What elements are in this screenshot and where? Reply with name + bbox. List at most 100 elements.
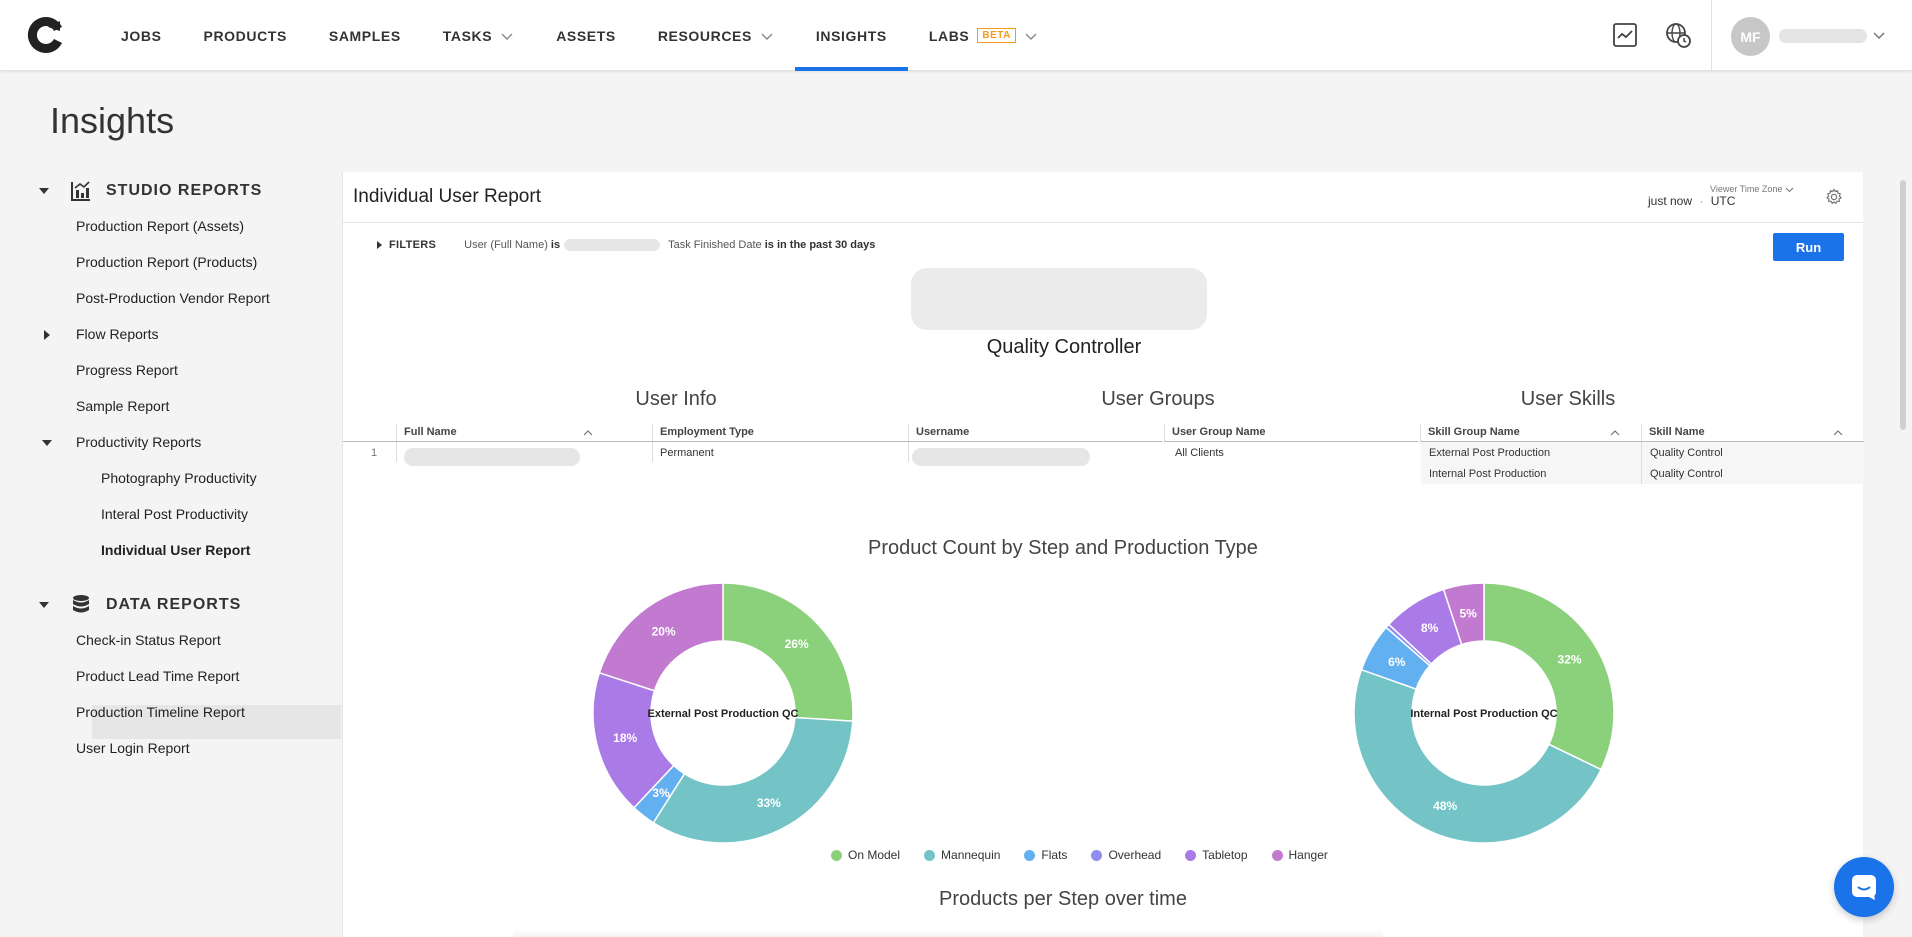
- donut-slice-hanger[interactable]: [1442, 582, 1485, 646]
- username-redacted: [912, 448, 1090, 466]
- sidebar-item-production-timeline[interactable]: Production Timeline Report: [76, 704, 245, 720]
- slice-label: 8%: [1421, 621, 1439, 635]
- nav-item-jobs[interactable]: JOBS: [100, 0, 183, 71]
- sidebar-item-photography-productivity[interactable]: Photography Productivity: [101, 470, 257, 486]
- col-header-employment-type[interactable]: Employment Type: [652, 424, 908, 441]
- filter-date-field: Task Finished Date: [668, 239, 762, 251]
- col-header-username[interactable]: Username: [908, 424, 1164, 441]
- user-avatar[interactable]: MF: [1731, 17, 1770, 56]
- report-panel: Individual User Report Viewer Time Zone …: [342, 172, 1864, 937]
- chevron-down-icon: [1786, 187, 1794, 192]
- top-divider: [1711, 0, 1712, 71]
- legend-item-mannequin[interactable]: Mannequin: [924, 848, 1000, 862]
- filters-toggle[interactable]: FILTERS: [389, 239, 437, 251]
- nav-item-insights[interactable]: INSIGHTS: [794, 0, 908, 71]
- employment-type-cell: Permanent: [660, 447, 714, 459]
- chevron-down-icon: [1025, 33, 1037, 40]
- run-button[interactable]: Run: [1773, 233, 1844, 261]
- caret-down-icon[interactable]: [38, 185, 50, 197]
- legend-item-on-model[interactable]: On Model: [831, 848, 900, 862]
- sidebar-item-progress-report[interactable]: Progress Report: [76, 362, 178, 378]
- user-info-title: User Info: [635, 388, 717, 410]
- caret-right-icon[interactable]: [41, 329, 53, 341]
- sidebar-item-flow-reports[interactable]: Flow Reports: [44, 326, 158, 342]
- legend-swatch: [1024, 849, 1036, 861]
- user-groups-header-line: [1164, 441, 1418, 442]
- caret-down-icon[interactable]: [41, 437, 53, 449]
- legend-label: On Model: [848, 848, 901, 862]
- chat-button[interactable]: [1834, 857, 1894, 917]
- nav-item-products[interactable]: PRODUCTS: [183, 0, 308, 71]
- nav-item-label: LABS: [928, 27, 970, 44]
- sidebar-item-production-report-assets[interactable]: Production Report (Assets): [76, 218, 245, 234]
- nav-item-label: PRODUCTS: [203, 27, 287, 44]
- nav-item-labs[interactable]: LABS BETA: [908, 0, 1059, 71]
- sidebar-section-data-reports[interactable]: DATA REPORTS: [38, 594, 241, 616]
- caret-right-icon[interactable]: [375, 241, 383, 249]
- nav-item-resources[interactable]: RESOURCES: [637, 0, 795, 71]
- sidebar-item-product-lead-time[interactable]: Product Lead Time Report: [76, 668, 240, 684]
- user-skills-header-line: [1420, 441, 1864, 442]
- sidebar-active-highlight: [92, 705, 341, 739]
- donut-slice-mannequin[interactable]: [1353, 668, 1603, 844]
- sidebar-item-production-report-products[interactable]: Production Report (Products): [76, 254, 258, 270]
- chart2-placeholder: [513, 930, 1383, 937]
- nav-item-assets[interactable]: ASSETS: [535, 0, 637, 71]
- chevron-down-icon[interactable]: [1872, 28, 1886, 42]
- row-number: 1: [371, 447, 378, 459]
- col-header-skill-name[interactable]: Skill Name: [1641, 424, 1864, 441]
- sort-asc-icon[interactable]: [583, 428, 593, 438]
- legend-swatch: [1185, 849, 1197, 861]
- nav-item-samples[interactable]: SAMPLES: [308, 0, 422, 71]
- timezone-selector[interactable]: Viewer Time Zone: [1710, 184, 1794, 194]
- donut-slice-mannequin[interactable]: [652, 716, 854, 844]
- slice-label: 32%: [1558, 652, 1582, 666]
- sidebar-item-interal-post-productivity[interactable]: Interal Post Productivity: [101, 506, 249, 522]
- sort-asc-icon[interactable]: [1833, 428, 1843, 438]
- sidebar-item-check-in-status[interactable]: Check-in Status Report: [76, 632, 221, 648]
- col-header-full-name[interactable]: Full Name: [396, 424, 599, 441]
- slice-label: 3%: [652, 786, 670, 800]
- gear-icon[interactable]: [1825, 188, 1843, 206]
- user-name-redacted[interactable]: [1779, 29, 1867, 43]
- donut-center-label: Internal Post Production QC: [1410, 708, 1557, 720]
- legend-item-overhead[interactable]: Overhead: [1091, 848, 1161, 862]
- legend-swatch: [924, 849, 936, 861]
- sidebar-section-studio-reports[interactable]: STUDIO REPORTS: [38, 180, 262, 202]
- nav-item-tasks[interactable]: TASKS: [422, 0, 535, 71]
- caret-down-icon[interactable]: [38, 599, 50, 611]
- top-nav-bar: JOBS PRODUCTS SAMPLES TASKS ASSETS RESOURCES I…: [0, 0, 1912, 71]
- refresh-status: just now · UTC: [1648, 194, 1736, 208]
- main-nav: JOBS PRODUCTS SAMPLES TASKS ASSETS RESOURCES I…: [100, 0, 1059, 71]
- user-groups-title: User Groups: [1101, 388, 1215, 410]
- page-scrollbar[interactable]: [1900, 180, 1906, 430]
- legend-swatch: [831, 849, 842, 861]
- donut-slice-hanger[interactable]: [598, 582, 724, 692]
- sidebar-item-sample-report[interactable]: Sample Report: [76, 398, 170, 414]
- report-title: Individual User Report: [353, 186, 541, 207]
- sidebar-item-user-login-report[interactable]: User Login Report: [76, 740, 190, 756]
- col-header-user-group-name[interactable]: User Group Name: [1164, 424, 1420, 441]
- legend-item-tabletop[interactable]: Tabletop: [1185, 848, 1248, 862]
- sidebar-item-individual-user-report[interactable]: Individual User Report: [101, 542, 251, 558]
- app-logo[interactable]: [26, 15, 66, 55]
- full-name-redacted: [404, 448, 580, 466]
- sort-asc-icon[interactable]: [1610, 428, 1620, 438]
- legend-item-hanger[interactable]: Hanger: [1271, 848, 1328, 862]
- sidebar-item-productivity-reports[interactable]: Productivity Reports: [42, 434, 201, 450]
- col-header-skill-group-name[interactable]: Skill Group Name: [1420, 424, 1641, 441]
- database-icon: [73, 595, 89, 613]
- legend-item-flats[interactable]: Flats: [1024, 848, 1067, 862]
- nav-item-label: INSIGHTS: [815, 27, 887, 44]
- beta-badge: BETA: [977, 28, 1016, 43]
- nav-item-label: TASKS: [442, 27, 493, 44]
- sidebar-item-post-production-vendor[interactable]: Post-Production Vendor Report: [76, 290, 270, 306]
- donut-slice-on-model[interactable]: [1483, 582, 1615, 771]
- globe-clock-icon[interactable]: [1664, 21, 1692, 49]
- activity-chart-icon[interactable]: [1611, 21, 1639, 49]
- legend-label: Hanger: [1288, 848, 1328, 862]
- donut-slice-on-model[interactable]: [722, 582, 854, 722]
- legend-label: Tabletop: [1202, 848, 1248, 862]
- skill-group-cell: Internal Post Production: [1429, 468, 1547, 480]
- chevron-down-icon: [761, 33, 773, 40]
